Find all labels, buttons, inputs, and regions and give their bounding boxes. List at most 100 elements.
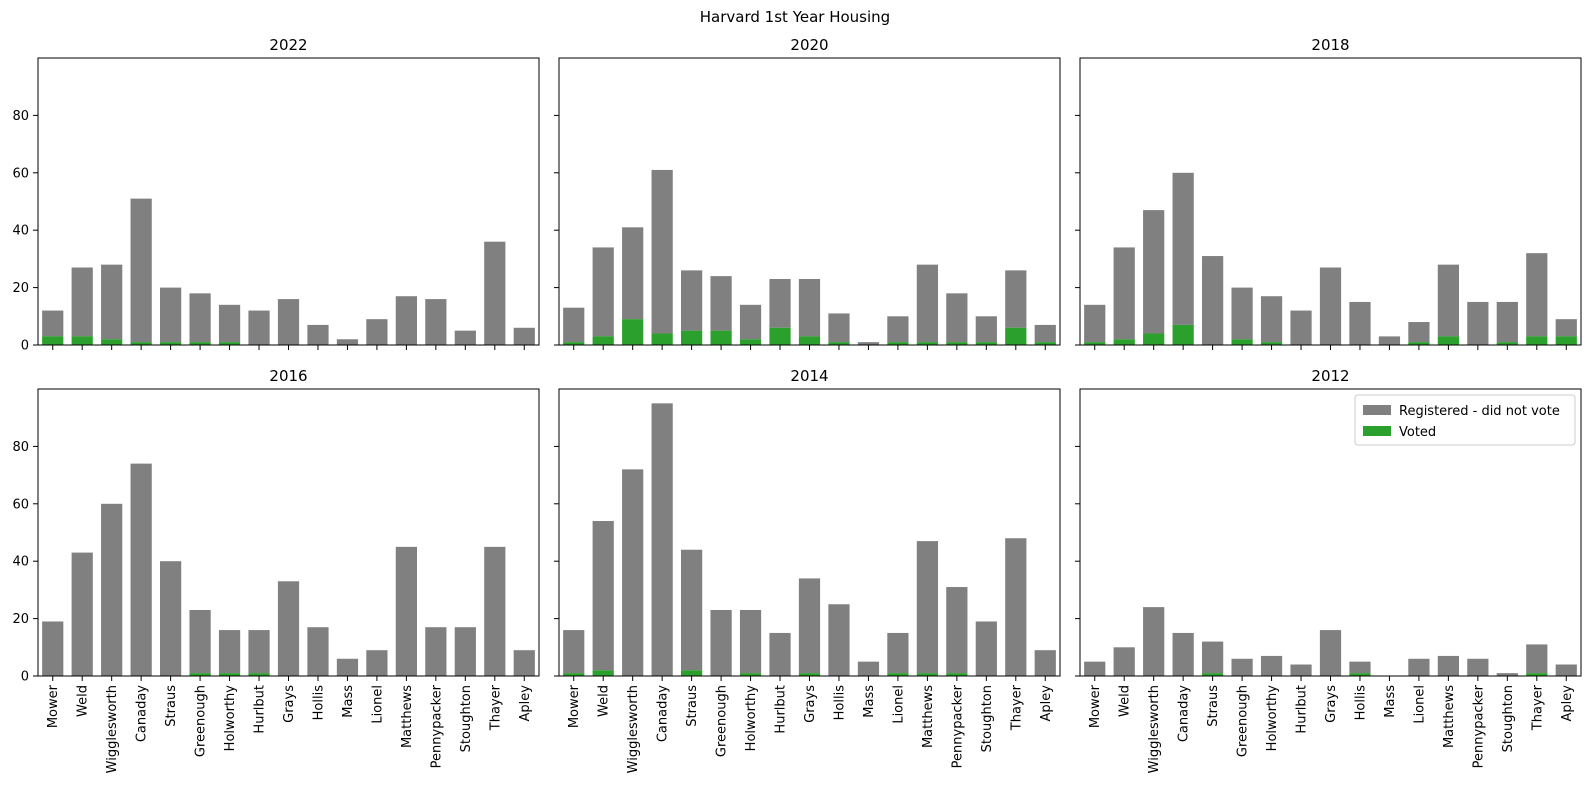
- x-tick-label: Weld: [1118, 685, 1133, 717]
- bar-voted-Matthews: [916, 673, 938, 676]
- bar-registered-Lionel: [366, 319, 388, 345]
- x-tick-label: Lionel: [891, 685, 906, 724]
- bar-registered-Holworthy: [1260, 655, 1283, 676]
- x-tick-label: Straus: [164, 685, 179, 727]
- x-tick-label: Lionel: [1412, 685, 1427, 724]
- panel-title: 2022: [269, 36, 307, 54]
- bar-registered-Weld: [1113, 647, 1135, 676]
- bar-voted-Mower: [563, 342, 585, 345]
- bar-voted-Apley: [1034, 342, 1056, 345]
- bar-registered-Canaday: [651, 403, 673, 676]
- bar-registered-Canaday: [651, 169, 673, 334]
- bar-registered-Hollis: [828, 604, 850, 676]
- bar-voted-Weld: [71, 336, 93, 345]
- bar-registered-Mass: [857, 661, 880, 676]
- panel-title: 2012: [1311, 367, 1349, 385]
- bar-registered-Holworthy: [218, 630, 241, 674]
- bar-registered-Wigglesworth: [1143, 210, 1165, 334]
- bar-registered-Lionel: [887, 316, 909, 343]
- panel-title: 2018: [1311, 36, 1349, 54]
- x-tick-label: Matthews: [400, 685, 415, 748]
- y-tick-label: 20: [12, 612, 29, 627]
- bar-registered-Apley: [513, 327, 535, 345]
- bar-registered-Stoughton: [1496, 673, 1518, 676]
- bar-registered-Grays: [798, 278, 821, 337]
- bar-registered-Wigglesworth: [1143, 607, 1165, 676]
- legend-label-voted: Voted: [1399, 425, 1436, 440]
- bar-voted-Stoughton: [1496, 342, 1518, 345]
- x-tick-label: Mass: [1383, 685, 1398, 718]
- panel-2016: 2016 0 20 40 60 80 Mower Weld Wigglesworth Canada…: [12, 367, 540, 773]
- bar-registered-Wigglesworth: [101, 503, 123, 676]
- bar-voted-Straus: [681, 670, 703, 676]
- panel-title: 2014: [790, 367, 828, 385]
- bar-registered-Weld: [592, 521, 614, 671]
- x-tick-label: Hurlbut: [1295, 685, 1310, 734]
- x-tick-label: Apley: [518, 685, 533, 722]
- x-tick-label: Grays: [803, 685, 818, 723]
- bar-voted-Holworthy: [739, 673, 762, 676]
- bar-registered-Apley: [1555, 664, 1577, 676]
- bar-registered-Lionel: [366, 650, 388, 676]
- bar-registered-Mass: [336, 658, 359, 676]
- x-tick-label: Straus: [685, 685, 700, 727]
- legend-box: [1354, 394, 1576, 446]
- x-tick-label: Lionel: [370, 685, 385, 724]
- bar-registered-Mower: [42, 621, 64, 676]
- x-tick-label: Mower: [567, 684, 582, 728]
- bar-registered-Greenough: [189, 609, 211, 674]
- bar-registered-Stoughton: [454, 330, 476, 345]
- bar-registered-Weld: [592, 247, 614, 337]
- bar-registered-Lionel: [1408, 658, 1430, 676]
- bar-voted-Mower: [1084, 342, 1106, 345]
- panel-2018: 2018: [1075, 36, 1582, 350]
- bar-registered-Mower: [563, 307, 585, 343]
- panel-2022: 2022 0 20 40 60 80: [12, 36, 540, 354]
- y-tick-label: 80: [12, 440, 29, 455]
- x-tick-label: Matthews: [1442, 685, 1457, 748]
- y-tick-label: 40: [12, 555, 29, 570]
- bar-voted-Pennypacker: [946, 342, 968, 345]
- panel-2014: 2014 Mower Weld Wigglesworth Canaday Straus Gr…: [554, 367, 1061, 773]
- bar-voted-Pennypacker: [946, 673, 968, 676]
- bar-registered-Hollis: [1349, 661, 1371, 674]
- bar-registered-Pennypacker: [425, 299, 447, 345]
- bar-registered-Thayer: [484, 546, 506, 676]
- bar-registered-Straus: [1202, 641, 1224, 674]
- bar-voted-Weld: [592, 670, 614, 676]
- x-tick-label: Thayer: [488, 684, 503, 731]
- x-tick-label: Stoughton: [459, 685, 474, 752]
- bar-voted-Greenough: [189, 342, 211, 345]
- bar-voted-Wigglesworth: [622, 319, 644, 345]
- x-tick-label: Pennypacker: [950, 684, 965, 768]
- bar-registered-Apley: [1555, 319, 1577, 337]
- bar-registered-Mower: [1084, 661, 1106, 676]
- bar-registered-Canaday: [130, 463, 152, 676]
- bar-registered-Lionel: [1408, 322, 1430, 343]
- x-tick-label: Mass: [862, 685, 877, 718]
- bar-registered-Thayer: [1005, 538, 1027, 676]
- x-tick-label: Stoughton: [1501, 685, 1516, 752]
- bar-voted-Greenough: [710, 330, 732, 345]
- bar-registered-Hurlbut: [1290, 310, 1312, 345]
- bar-registered-Apley: [513, 650, 535, 676]
- bar-voted-Straus: [1202, 673, 1224, 676]
- y-tick-label: 40: [12, 224, 29, 239]
- bar-voted-Stoughton: [975, 342, 997, 345]
- panels: 2022 0 20 40 60 80 2020 2018 2016 0 20 40 60 80 Mower W…: [12, 36, 1582, 773]
- bar-registered-Straus: [160, 287, 182, 343]
- x-tick-label: Mower: [46, 684, 61, 728]
- figure-title: Harvard 1st Year Housing: [700, 8, 890, 26]
- bar-registered-Straus: [1202, 256, 1224, 345]
- x-tick-label: Greenough: [1236, 685, 1251, 757]
- bar-registered-Wigglesworth: [622, 469, 644, 676]
- bar-voted-Hollis: [1349, 673, 1371, 676]
- bar-registered-Grays: [277, 581, 300, 676]
- bar-registered-Greenough: [189, 293, 211, 343]
- bar-registered-Pennypacker: [946, 587, 968, 674]
- panel-title: 2016: [269, 367, 307, 385]
- bar-registered-Matthews: [916, 264, 938, 343]
- y-tick-label: 0: [21, 339, 29, 354]
- x-tick-label: Stoughton: [980, 685, 995, 752]
- bar-registered-Greenough: [710, 609, 732, 676]
